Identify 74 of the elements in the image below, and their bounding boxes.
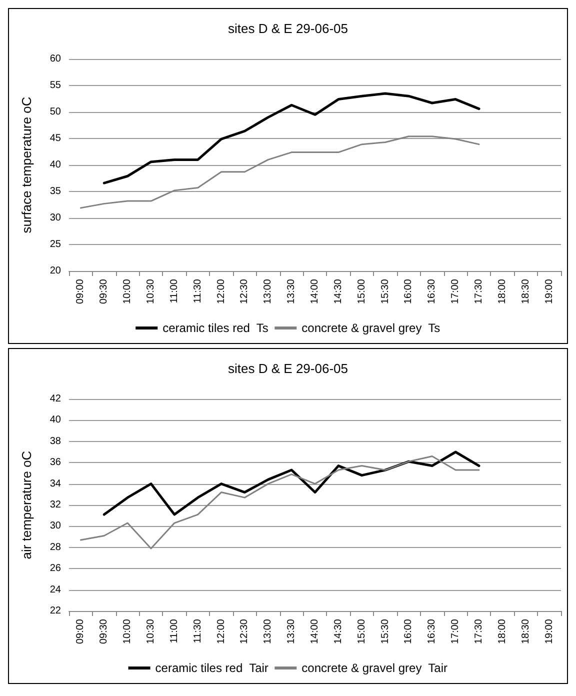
x-tick-label: 15:30 [380,618,391,644]
x-tick-label: 14:00 [310,278,320,304]
x-tick-label: 09:30 [98,278,110,304]
x-tick-label: 18:00 [496,278,508,304]
chart-title: sites D & E 29-06-05 [228,361,348,376]
x-tick-label: 15:00 [356,618,368,644]
x-tick-label: 13:00 [262,278,274,304]
legend-label: ceramic tiles red Tair [155,661,268,675]
line-series [80,455,480,550]
y-tick-label: 40 [50,414,62,426]
x-tick-label: 13:30 [286,278,298,304]
x-tick-label: 17:00 [450,618,462,644]
y-tick-label: 22 [50,606,62,616]
y-tick-label: 26 [50,563,62,574]
x-tick-label: 18:00 [496,618,508,644]
x-tick-label: 13:30 [286,618,298,644]
x-tick-label: 10:00 [122,278,134,304]
x-tick-label: 12:00 [216,618,227,644]
x-tick-label: 15:00 [356,278,368,304]
legend-label: concrete & gravel grey Tair [302,661,448,675]
y-tick-label: 60 [50,54,62,64]
x-tick-label: 15:30 [380,278,391,304]
y-tick-label: 45 [50,133,62,144]
y-tick-label: 35 [50,186,62,197]
x-tick-label: 17:30 [474,618,484,644]
y-tick-label: 42 [50,394,62,404]
x-tick-label: 16:00 [403,278,414,304]
chart-title: sites D & E 29-06-05 [228,21,348,36]
line-series [80,136,480,209]
y-tick-label: 40 [50,160,62,170]
y-tick-label: 38 [50,436,62,447]
x-tick-label: 14:30 [332,278,344,304]
x-tick-label: 16:30 [426,618,438,644]
x-tick-label: 11:30 [192,618,204,644]
x-tick-label: 12:30 [239,618,250,644]
y-tick-label: 50 [50,106,62,118]
y-tick-label: 55 [50,80,62,91]
x-tick-label: 14:30 [332,618,344,644]
y-tick-label: 30 [50,520,62,532]
y-tick-label: 34 [50,478,62,490]
y-tick-label: 30 [50,212,62,224]
x-tick-label: 11:00 [168,278,180,304]
x-tick-label: 18:30 [520,278,532,304]
x-tick-label: 12:30 [239,278,250,304]
x-tick-label: 17:30 [474,278,484,304]
x-tick-label: 16:30 [426,278,438,304]
x-tick-label: 18:30 [520,618,532,644]
y-axis-title: surface temperature oC [19,96,34,234]
x-tick-label: 16:00 [403,618,414,644]
x-tick-label: 09:00 [75,618,86,644]
y-tick-label: 24 [50,584,62,596]
x-tick-label: 19:00 [544,278,555,304]
line-series [102,92,480,184]
x-tick-label: 12:00 [216,278,227,304]
x-tick-label: 09:30 [98,618,110,644]
legend-label: concrete & gravel grey Ts [302,321,440,335]
y-axis-title: air temperature oC [19,450,34,560]
x-tick-label: 13:00 [262,618,274,644]
x-tick-label: 11:00 [168,618,180,644]
y-tick-label: 32 [50,500,62,510]
y-tick-label: 20 [50,266,62,276]
x-tick-label: 09:00 [75,278,86,304]
x-tick-label: 10:30 [146,278,156,304]
x-tick-label: 11:30 [192,278,204,304]
y-tick-label: 36 [50,457,62,468]
y-tick-label: 28 [50,542,62,553]
x-tick-label: 14:00 [310,618,320,644]
x-tick-label: 17:00 [450,278,462,304]
legend-label: ceramic tiles red Ts [162,321,268,335]
y-tick-label: 25 [50,239,62,250]
x-tick-label: 10:30 [146,618,156,644]
x-tick-label: 19:00 [544,618,555,644]
line-series [102,450,480,516]
x-tick-label: 10:00 [122,618,134,644]
